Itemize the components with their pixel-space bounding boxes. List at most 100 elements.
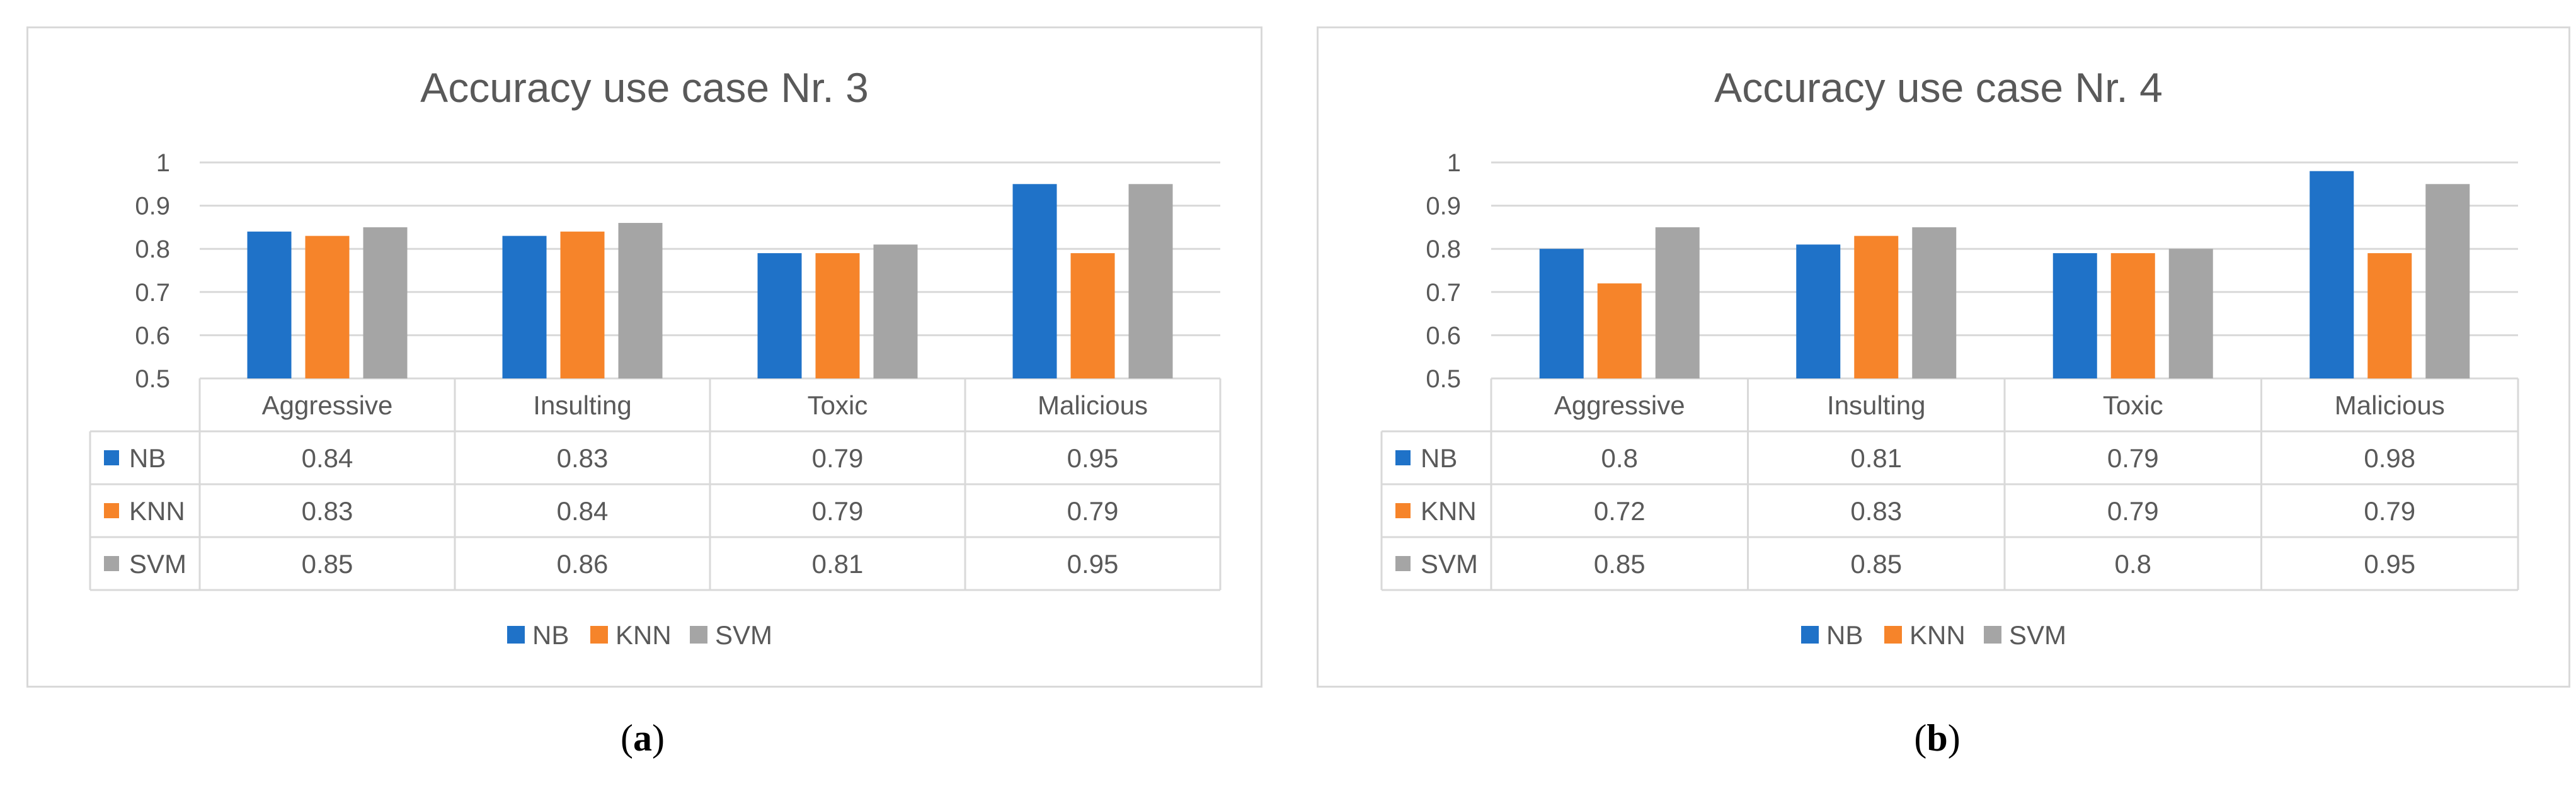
y-tick-label: 1 — [156, 149, 170, 177]
legend-swatch-svm — [1984, 626, 2001, 644]
bar-knn — [1597, 283, 1642, 378]
table-row-label: NB — [129, 443, 166, 473]
y-tick-label: 0.9 — [135, 193, 170, 220]
table-row-label: KNN — [129, 496, 185, 526]
bar-nb — [1012, 184, 1057, 378]
bar-nb — [2310, 171, 2354, 378]
data-label: 0.95 — [2364, 549, 2415, 579]
bar-nb — [247, 231, 292, 378]
category-label: Toxic — [808, 390, 868, 420]
bar-svm — [873, 244, 918, 378]
table-row-label: KNN — [1421, 496, 1477, 526]
y-tick-label: 0.5 — [135, 365, 170, 393]
y-tick-label: 0.8 — [135, 236, 170, 263]
bar-knn — [2367, 253, 2412, 378]
data-label: 0.81 — [812, 549, 864, 579]
data-label: 0.85 — [1850, 549, 1902, 579]
category-label: Insulting — [533, 390, 631, 420]
chart-svg-a: Accuracy use case Nr. 3 0.5 0.6 0.7 0.8 0.9 1 A… — [89, 64, 1222, 650]
legend-label: NB — [1826, 620, 1863, 650]
bar-svm — [2425, 184, 2470, 378]
legend-swatch-knn — [1884, 626, 1902, 644]
data-label: 0.81 — [1850, 443, 1902, 473]
data-label: 0.83 — [557, 443, 609, 473]
chart-svg-b: Accuracy use case Nr. 4 0.5 0.6 0.7 0.8 0.9 1 A… — [1380, 64, 2519, 650]
bar-nb — [1796, 244, 1841, 378]
data-label: 0.85 — [302, 549, 353, 579]
table-row-label: SVM — [1421, 549, 1478, 579]
bar-svm — [2168, 249, 2213, 378]
category-label: Insulting — [1827, 390, 1925, 420]
legend-swatch-knn — [590, 626, 608, 644]
data-label: 0.79 — [812, 443, 864, 473]
legend-label: KNN — [1909, 620, 1966, 650]
category-label: Aggressive — [1554, 390, 1685, 420]
data-label: 0.79 — [812, 496, 864, 526]
chart-panel-b: Accuracy use case Nr. 4 0.5 0.6 0.7 0.8 0.9 1 A… — [1317, 26, 2570, 688]
legend-label: SVM — [2009, 620, 2066, 650]
panel-label-b-close: ) — [1947, 717, 1961, 759]
legend-key-knn — [1395, 503, 1411, 518]
y-tick-label: 0.6 — [135, 322, 170, 349]
data-label: 0.79 — [1067, 496, 1119, 526]
data-label: 0.95 — [1067, 549, 1119, 579]
bar-svm — [363, 227, 408, 378]
legend-label: NB — [532, 620, 569, 650]
legend-swatch-nb — [1801, 626, 1819, 644]
panel-label-a: (a) — [580, 717, 706, 760]
legend-key-nb — [1395, 450, 1411, 465]
bar-knn — [1854, 236, 1899, 378]
data-label: 0.98 — [2364, 443, 2415, 473]
bar-knn — [305, 236, 350, 378]
chart-title: Accuracy use case Nr. 4 — [1714, 64, 2163, 111]
chart-panel-a: Accuracy use case Nr. 3 0.5 0.6 0.7 0.8 0.9 1 A… — [26, 26, 1262, 688]
panel-label-a-close: ) — [652, 717, 665, 759]
table-row-label: NB — [1421, 443, 1457, 473]
y-tick-label: 0.5 — [1426, 365, 1461, 393]
bar-nb — [502, 236, 547, 378]
bar-knn — [1070, 253, 1115, 378]
legend-key-svm — [104, 556, 119, 571]
panel-label-b-open: ( — [1914, 717, 1927, 759]
y-tick-label: 0.9 — [1426, 193, 1461, 220]
panel-label-a-open: ( — [621, 717, 633, 759]
bar-nb — [757, 253, 802, 378]
y-tick-label: 1 — [1447, 149, 1461, 177]
data-label: 0.83 — [1850, 496, 1902, 526]
bar-knn — [2110, 253, 2155, 378]
chart-title: Accuracy use case Nr. 3 — [420, 64, 869, 111]
data-label: 0.85 — [1594, 549, 1646, 579]
bar-nb — [1539, 249, 1584, 378]
data-label: 0.8 — [1601, 443, 1638, 473]
legend-swatch-svm — [690, 626, 707, 644]
table-row-label: SVM — [129, 549, 186, 579]
category-label: Malicious — [1038, 390, 1148, 420]
category-label: Aggressive — [262, 390, 393, 420]
bar-svm — [618, 223, 663, 378]
legend-key-knn — [104, 503, 119, 518]
panel-label-b-letter: b — [1926, 717, 1948, 759]
data-label: 0.79 — [2107, 496, 2159, 526]
data-label: 0.83 — [302, 496, 353, 526]
data-label: 0.86 — [557, 549, 609, 579]
y-tick-label: 0.8 — [1426, 236, 1461, 263]
category-label: Toxic — [2103, 390, 2163, 420]
data-label: 0.84 — [557, 496, 609, 526]
data-label: 0.95 — [1067, 443, 1119, 473]
y-tick-label: 0.7 — [135, 279, 170, 307]
data-label: 0.72 — [1594, 496, 1646, 526]
legend-swatch-nb — [507, 626, 525, 644]
panel-label-b: (b) — [1874, 717, 2000, 760]
legend-key-nb — [104, 450, 119, 465]
data-label: 0.79 — [2364, 496, 2415, 526]
legend-label: KNN — [615, 620, 672, 650]
legend-label: SVM — [715, 620, 772, 650]
data-label: 0.84 — [302, 443, 353, 473]
bar-nb — [2052, 253, 2097, 378]
bar-svm — [1128, 184, 1173, 378]
category-label: Malicious — [2335, 390, 2445, 420]
panel-label-a-letter: a — [633, 717, 652, 759]
data-label: 0.8 — [2115, 549, 2151, 579]
y-tick-label: 0.6 — [1426, 322, 1461, 349]
bar-knn — [560, 231, 605, 378]
